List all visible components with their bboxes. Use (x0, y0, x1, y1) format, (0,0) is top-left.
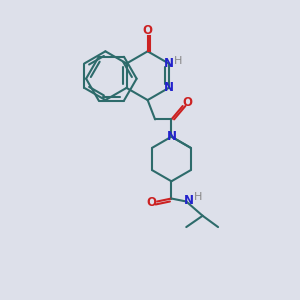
Text: N: N (164, 81, 174, 94)
Text: O: O (183, 96, 193, 109)
Text: O: O (142, 24, 153, 37)
Text: H: H (194, 192, 202, 202)
Text: N: N (167, 130, 176, 143)
Text: N: N (184, 194, 194, 207)
Text: H: H (174, 56, 182, 65)
Text: N: N (164, 57, 174, 70)
Text: O: O (146, 196, 156, 209)
